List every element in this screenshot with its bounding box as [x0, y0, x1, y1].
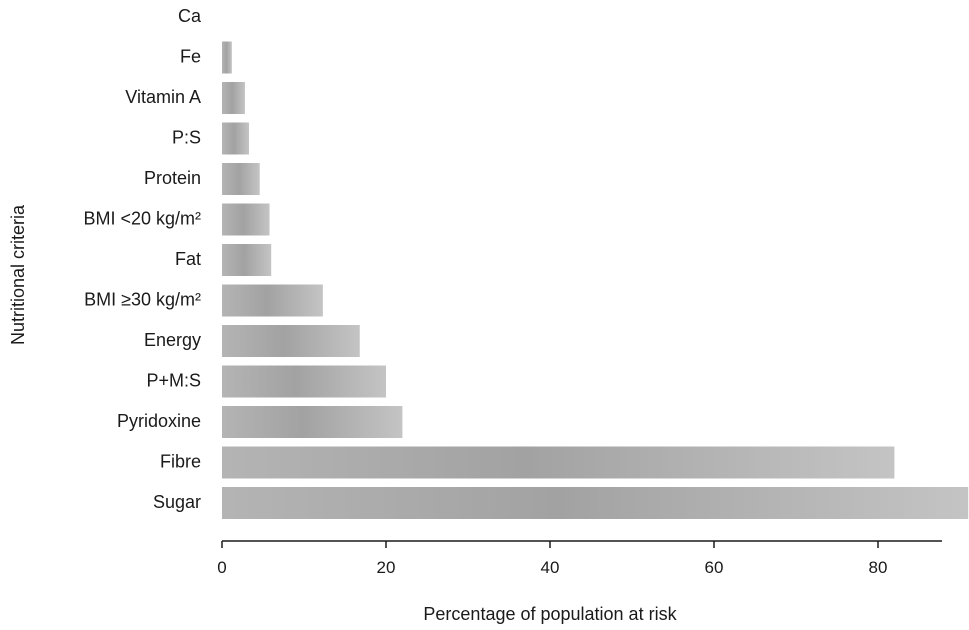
category-label-p-s: P:S — [172, 127, 201, 147]
bar-p-s — [222, 122, 250, 155]
bar-pyridoxine — [222, 406, 403, 438]
x-axis-title: Percentage of population at risk — [423, 604, 677, 624]
x-tick-label-0: 0 — [217, 558, 226, 577]
category-label-protein: Protein — [144, 168, 201, 188]
category-label-bmi-20-kg-m: BMI <20 kg/m² — [83, 208, 201, 228]
category-label-vitamin-a: Vitamin A — [125, 87, 201, 107]
category-label-fibre: Fibre — [160, 451, 201, 471]
bar-fibre — [222, 446, 895, 479]
bar-energy — [222, 325, 360, 357]
bar-fat — [222, 244, 272, 276]
category-label-bmi-30-kg-m: BMI ≥30 kg/m² — [84, 289, 201, 309]
category-labels: Ca Fe Vitamin A P:S Protein BMI <20 kg/m² Fat B… — [83, 6, 202, 512]
x-tick-label-20: 20 — [377, 558, 396, 577]
x-tick-label-60: 60 — [705, 558, 724, 577]
bar-p-m-s — [222, 365, 386, 398]
bar-sugar — [222, 487, 969, 519]
y-axis-title: Nutritional criteria — [8, 204, 28, 345]
category-label-pyridoxine: Pyridoxine — [117, 411, 201, 431]
bar-bmi-30-kg-m — [222, 284, 323, 317]
category-label-energy: Energy — [144, 330, 201, 350]
category-label-fe: Fe — [180, 46, 201, 66]
x-tick-label-40: 40 — [541, 558, 560, 577]
bar-fe — [222, 41, 232, 74]
x-tick-label-80: 80 — [869, 558, 888, 577]
category-label-fat: Fat — [175, 249, 201, 269]
bar-vitamin-a — [222, 82, 245, 114]
x-axis: 0 20 40 60 80 — [217, 540, 942, 577]
bar-bmi-20-kg-m — [222, 203, 270, 236]
category-label-sugar: Sugar — [153, 492, 201, 512]
category-label-p-m-s: P+M:S — [146, 370, 201, 390]
bars-group — [222, 41, 969, 519]
bar-protein — [222, 163, 260, 195]
category-label-ca: Ca — [178, 6, 202, 26]
